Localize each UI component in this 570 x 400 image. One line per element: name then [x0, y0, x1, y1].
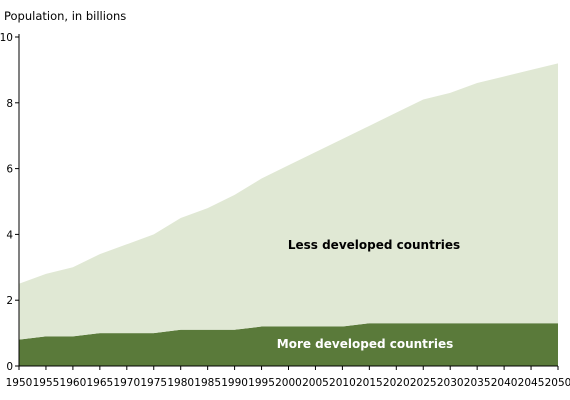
- x-tick-label: 2020: [383, 377, 410, 389]
- x-tick-label: 1960: [60, 377, 87, 389]
- x-tick-label: 1955: [33, 377, 60, 389]
- x-tick-label: 2025: [410, 377, 437, 389]
- x-tick-label: 2030: [437, 377, 464, 389]
- x-tick-label: 1975: [140, 377, 167, 389]
- x-tick-label: 1950: [6, 377, 33, 389]
- x-tick-label: 2045: [518, 377, 545, 389]
- x-tick-label: 2015: [356, 377, 383, 389]
- x-tick-label: 2010: [329, 377, 356, 389]
- x-tick-label: 1990: [221, 377, 248, 389]
- x-tick-label: 1985: [194, 377, 221, 389]
- x-tick-label: 2035: [464, 377, 491, 389]
- y-tick-label: 2: [6, 295, 13, 307]
- area-layer: [19, 63, 558, 366]
- x-tick-label: 1995: [248, 377, 275, 389]
- area-series-1: [19, 63, 558, 340]
- x-tick-label: 2050: [545, 377, 570, 389]
- x-tick-label: 1980: [167, 377, 194, 389]
- y-tick-label: 6: [6, 164, 13, 176]
- area-series-0: [19, 323, 558, 366]
- y-tick-label: 4: [6, 229, 13, 241]
- y-tick-label: 10: [0, 32, 13, 44]
- x-tick-label: 2040: [491, 377, 518, 389]
- x-tick-label: 1970: [113, 377, 140, 389]
- annotation-less-developed: Less developed countries: [288, 238, 460, 252]
- annotation-more-developed: More developed countries: [277, 337, 453, 351]
- y-tick-label: 8: [6, 98, 13, 110]
- y-tick-label: 0: [6, 361, 13, 373]
- x-tick-label: 1965: [86, 377, 113, 389]
- x-tick-label: 2000: [275, 377, 302, 389]
- y-axis-label: Population, in billions: [4, 9, 126, 23]
- x-tick-label: 2005: [302, 377, 329, 389]
